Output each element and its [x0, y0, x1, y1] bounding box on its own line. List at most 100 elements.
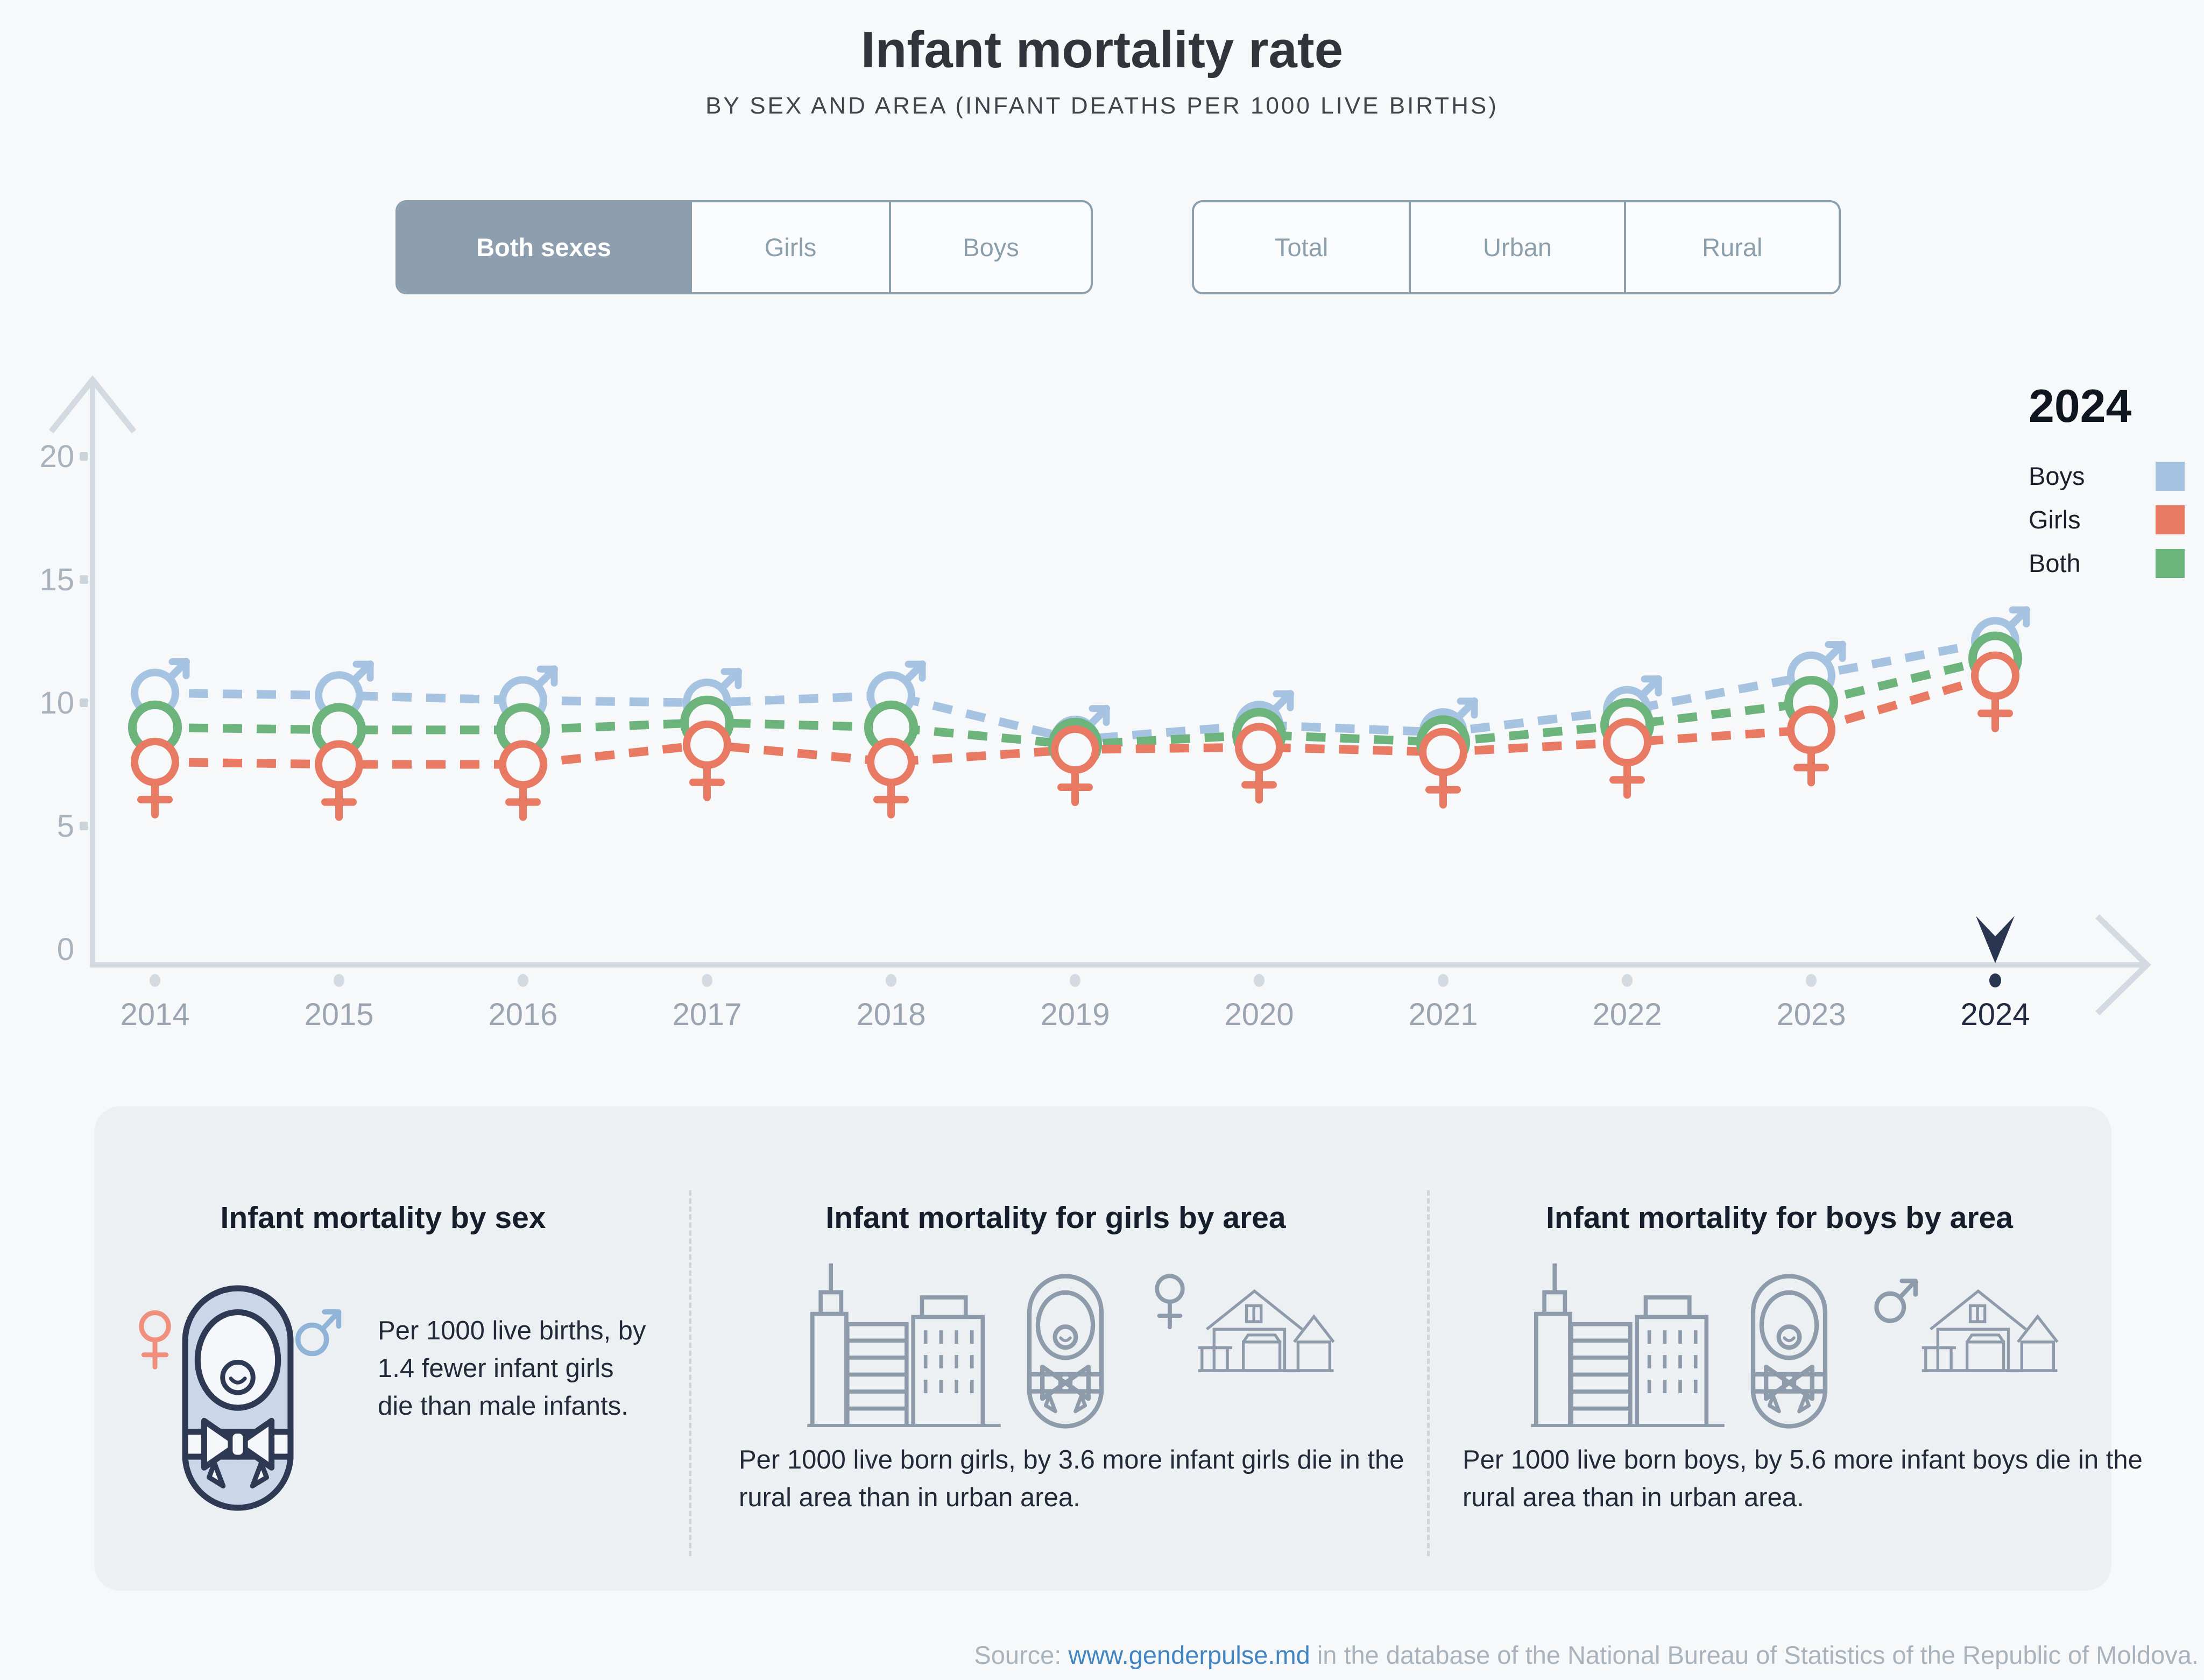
y-axis-ticks: 0 5 10 15 20: [39, 439, 88, 967]
female-marker-icon: [315, 740, 363, 789]
x-tick-label-2021[interactable]: 2021: [1408, 997, 1478, 1032]
male-icon: [295, 1309, 342, 1357]
female-outline-icon: [1155, 1274, 1185, 1330]
selected-year-dart-icon: [1976, 916, 2015, 963]
house-icon-2: [1922, 1289, 2059, 1372]
legend-row-both: Both: [2029, 548, 2185, 578]
x-tick-dot-2022: [1622, 974, 1633, 987]
male-marker-arrowhead: [1089, 705, 1110, 726]
female-marker-icon: [867, 737, 915, 786]
male-marker-arrowhead: [720, 668, 742, 689]
marker-girls-2022: [1603, 718, 1651, 799]
marker-girls-2019: [1051, 725, 1099, 807]
x-tick-label-2014[interactable]: 2014: [120, 997, 189, 1032]
x-tick-label-2015[interactable]: 2015: [304, 997, 373, 1032]
male-marker-arrowhead: [1825, 641, 1846, 662]
baby-outline-icon-2: [1750, 1274, 1828, 1429]
female-marker-icon: [1235, 723, 1283, 772]
area-filter-urban-button[interactable]: Urban: [1409, 202, 1624, 292]
female-marker-icon: [131, 737, 179, 786]
legend-swatch-boys: [2156, 461, 2185, 491]
male-marker-arrowhead: [1457, 697, 1478, 719]
baby-icon: [182, 1285, 294, 1511]
marker-girls-2024: [1971, 651, 2019, 732]
legend-row-boys: Boys: [2029, 461, 2185, 491]
x-axis-ticks: 2014 2015 2016 2017 2018 2019 2020 2021 2022 2023…: [120, 916, 2030, 1032]
y-tick-mark-10: [80, 698, 88, 707]
x-tick-label-2020[interactable]: 2020: [1224, 997, 1294, 1032]
x-tick-dot-2018: [886, 974, 896, 987]
marker-girls-2017: [683, 720, 731, 801]
panel-divider-2: [1427, 1190, 1430, 1556]
male-marker-arrowhead: [1641, 675, 1662, 697]
x-tick-dot-2017: [702, 974, 712, 987]
source-prefix: Source:: [974, 1641, 1069, 1669]
city-icon: [807, 1263, 1001, 1427]
area-filter-rural-button[interactable]: Rural: [1623, 202, 1839, 292]
line-chart: 0 5 10 15 20 2014 2015 2016 2017 2018 2019 2020 202…: [39, 375, 2151, 1032]
female-marker-icon: [1603, 718, 1651, 767]
male-marker-arrowhead: [168, 658, 190, 680]
legend-label-boys: Boys: [2029, 462, 2085, 490]
source-suffix: in the database of the National Bureau o…: [1310, 1641, 2199, 1669]
area-filter-total-button[interactable]: Total: [1194, 202, 1409, 292]
source-line: Source: www.genderpulse.md in the databa…: [974, 1640, 2199, 1670]
male-marker-arrowhead: [905, 660, 926, 682]
card-boys-area-text: Per 1000 live born boys, by 5.6 more inf…: [1463, 1445, 2143, 1512]
marker-girls-2014: [131, 737, 179, 818]
legend-label-both: Both: [2029, 549, 2081, 577]
x-tick-label-2017[interactable]: 2017: [672, 997, 741, 1032]
female-marker-icon: [1051, 725, 1099, 774]
card-girls-area-title: Infant mortality for girls by area: [825, 1201, 1286, 1235]
house-icon: [1198, 1289, 1335, 1372]
legend-year: 2024: [2029, 380, 2132, 432]
source-link[interactable]: www.genderpulse.md: [1068, 1641, 1310, 1669]
x-tick-dot-2014: [150, 974, 160, 987]
male-marker-arrowhead: [2009, 606, 2030, 627]
x-tick-dot-2020: [1254, 974, 1265, 987]
male-marker-arrowhead: [1273, 690, 1294, 711]
x-tick-label-2024[interactable]: 2024: [1960, 997, 2030, 1032]
page-subtitle: BY SEX AND AREA (INFANT DEATHS PER 1000 …: [705, 93, 1499, 119]
legend-label-girls: Girls: [2029, 505, 2081, 534]
x-tick-dot-2019: [1070, 974, 1080, 987]
sex-filter-both-sexes-button[interactable]: Both sexes: [398, 202, 690, 292]
male-marker-arrowhead: [536, 665, 558, 687]
female-marker-icon: [499, 740, 547, 789]
sex-filter: Both sexes Girls Boys: [395, 200, 1093, 294]
sex-filter-girls-button[interactable]: Girls: [690, 202, 889, 292]
x-axis-arrow-icon: [2095, 914, 2151, 1015]
y-axis-arrow-icon: [48, 375, 137, 434]
legend-row-girls: Girls: [2029, 505, 2185, 534]
page-title: Infant mortality rate: [860, 21, 1344, 79]
legend: 2024 Boys Girls Both: [2029, 380, 2185, 592]
x-tick-label-2019[interactable]: 2019: [1040, 997, 1110, 1032]
x-tick-label-2016[interactable]: 2016: [488, 997, 557, 1032]
card-girls-area-text: Per 1000 live born girls, by 3.6 more in…: [739, 1445, 1404, 1512]
baby-outline-icon: [1027, 1274, 1104, 1429]
female-marker-icon: [683, 720, 731, 769]
y-tick-mark-20: [80, 452, 88, 461]
y-tick-label-20: 20: [39, 439, 74, 474]
x-tick-label-2022[interactable]: 2022: [1592, 997, 1662, 1032]
female-marker-icon: [1419, 728, 1467, 777]
y-tick-mark-15: [80, 575, 88, 584]
panel-divider-1: [689, 1190, 691, 1556]
city-icon-2: [1531, 1263, 1725, 1427]
card-sex-text: Per 1000 live births, by 1.4 fewer infan…: [378, 1316, 646, 1421]
x-tick-dot-2016: [518, 974, 528, 987]
card-sex-title: Infant mortality by sex: [220, 1201, 546, 1235]
x-tick-label-2018[interactable]: 2018: [856, 997, 926, 1032]
female-icon: [139, 1310, 171, 1370]
y-tick-label-5: 5: [57, 809, 74, 844]
male-outline-icon: [1874, 1279, 1918, 1323]
marker-girls-2020: [1235, 723, 1283, 804]
x-tick-label-2023[interactable]: 2023: [1776, 997, 1846, 1032]
y-tick-label-0: 0: [57, 932, 74, 967]
x-tick-dot-2024: [1989, 973, 2001, 987]
marker-girls-2016: [499, 740, 547, 821]
legend-swatch-girls: [2156, 505, 2185, 534]
sex-filter-boys-button[interactable]: Boys: [889, 202, 1091, 292]
chart-series: [128, 606, 2030, 821]
